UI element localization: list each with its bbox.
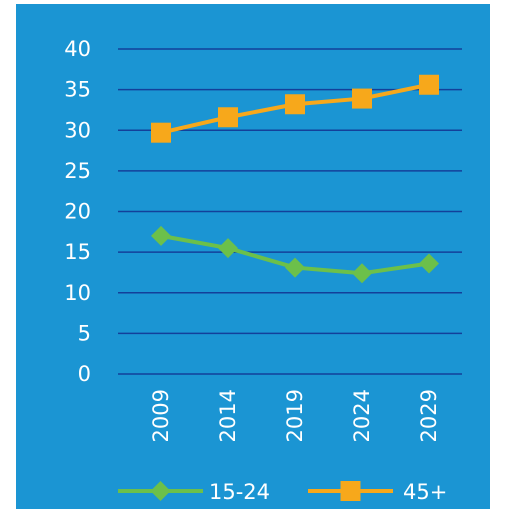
- x-tick-label: 2029: [417, 389, 441, 442]
- data-point-square: [218, 107, 238, 128]
- legend-label: 15-24: [209, 480, 270, 504]
- y-axis-ticks: 0 5 10 15 20 25 30 35 40: [64, 37, 91, 386]
- x-axis-ticks: 2009 2014 2019 2024 2029: [149, 389, 441, 442]
- data-point-square: [151, 122, 171, 143]
- data-point-diamond: [151, 225, 171, 246]
- chart-panel: 0 5 10 15 20 25 30 35 40 2009 2014 2019 2024 2029 15…: [16, 4, 490, 509]
- legend: 15-24 45+: [118, 480, 447, 504]
- y-tick-label: 5: [78, 321, 91, 345]
- y-tick-label: 0: [78, 362, 91, 386]
- y-tick-label: 10: [64, 281, 91, 305]
- data-point-square: [352, 88, 372, 109]
- y-tick-label: 20: [64, 200, 91, 224]
- legend-label: 45+: [403, 480, 447, 504]
- series-lines: [151, 74, 439, 284]
- line-chart: 0 5 10 15 20 25 30 35 40 2009 2014 2019 2024 2029 15…: [64, 37, 462, 504]
- y-tick-label: 25: [64, 159, 91, 183]
- x-tick-label: 2019: [283, 389, 307, 442]
- data-point-square: [419, 74, 439, 95]
- y-tick-label: 40: [64, 37, 91, 61]
- data-point-diamond: [218, 238, 238, 259]
- legend-marker-diamond: [150, 481, 171, 501]
- data-point-diamond: [285, 257, 305, 278]
- y-tick-label: 35: [64, 78, 91, 102]
- x-tick-label: 2009: [149, 389, 173, 442]
- x-tick-label: 2014: [216, 389, 240, 442]
- data-point-square: [285, 94, 305, 115]
- legend-marker-square: [340, 481, 361, 501]
- data-point-diamond: [419, 253, 439, 274]
- x-tick-label: 2024: [350, 389, 374, 442]
- y-tick-label: 30: [64, 118, 91, 142]
- data-point-diamond: [352, 263, 372, 284]
- legend-item: 15-24: [118, 480, 270, 504]
- y-tick-label: 15: [64, 240, 91, 264]
- legend-item: 45+: [308, 480, 447, 504]
